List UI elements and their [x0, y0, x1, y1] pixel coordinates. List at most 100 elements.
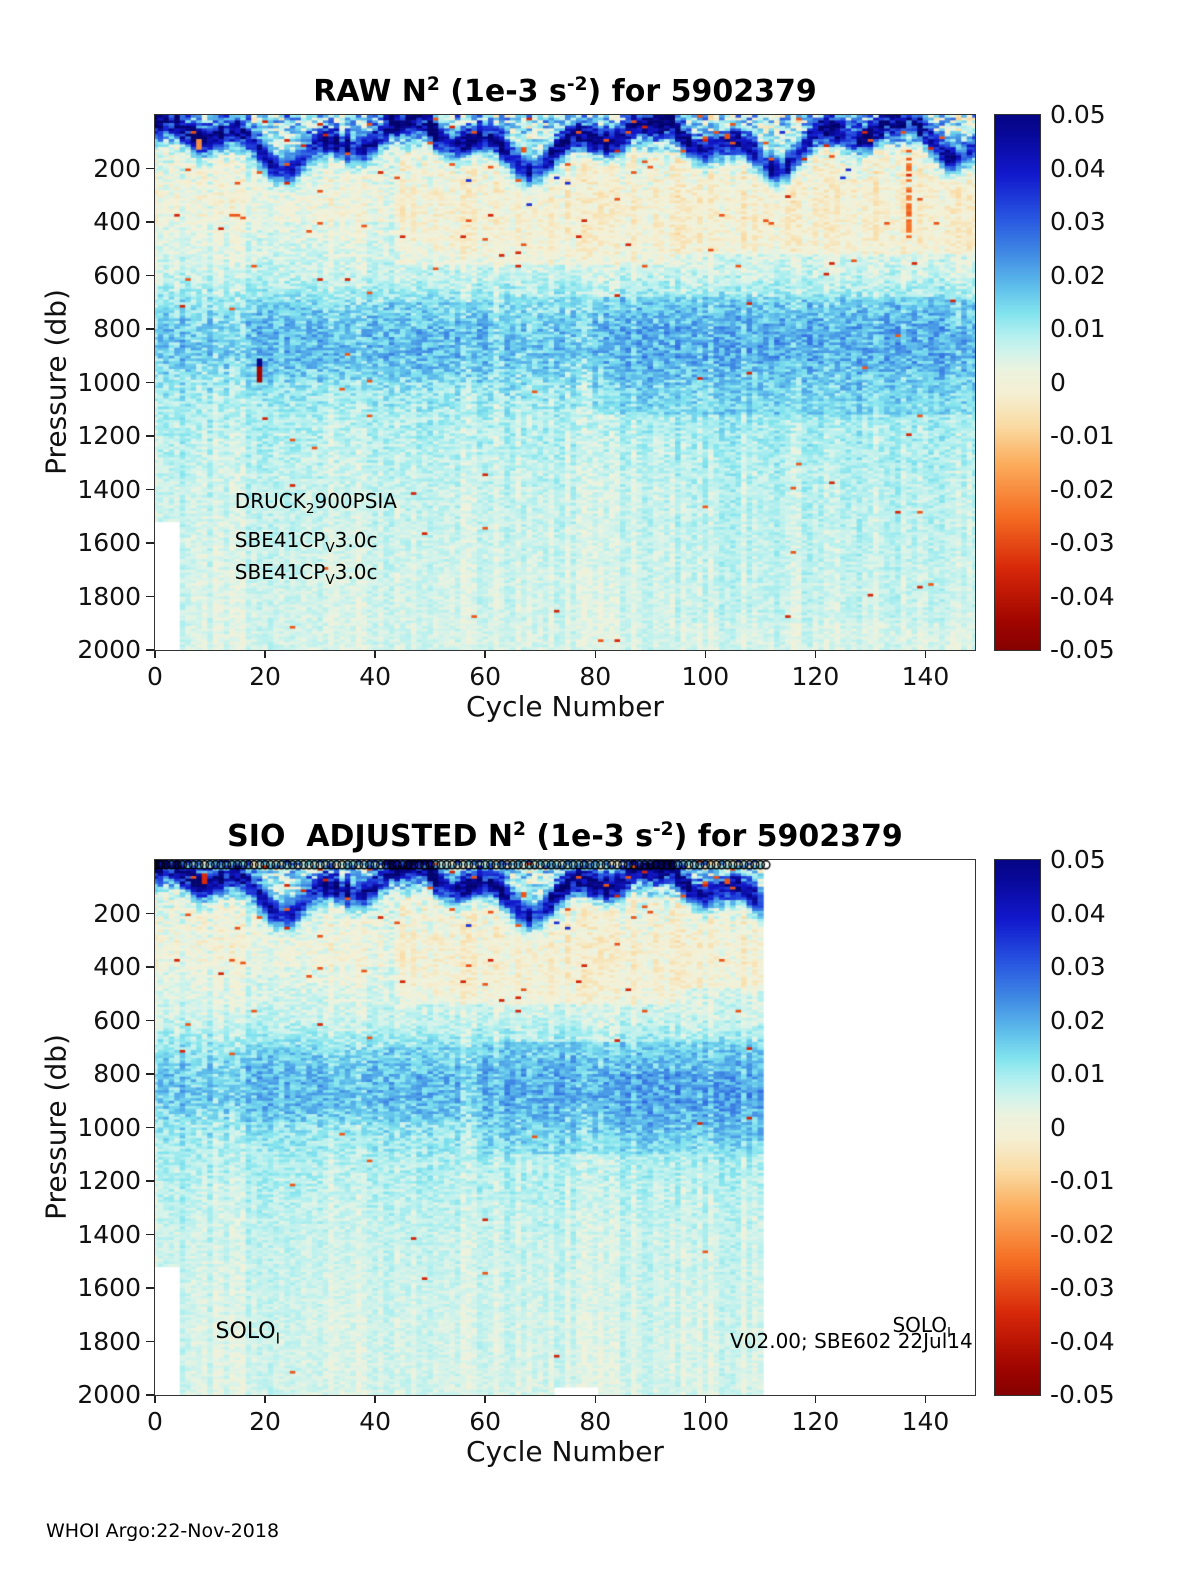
- y-tick-label: 1400: [77, 474, 141, 504]
- y-tick-mark: [146, 435, 154, 437]
- plot-annotation: SBE41CPV3.0c: [234, 527, 378, 556]
- colorbar-tick-label: -0.03: [1050, 1273, 1115, 1302]
- y-tick-mark: [146, 649, 154, 651]
- plot-annotation: DRUCK2900PSIA: [234, 488, 397, 517]
- colorbar-tick-label: -0.05: [1050, 1380, 1115, 1409]
- y-tick-mark: [146, 1180, 154, 1182]
- colorbar-tick-label: -0.01: [1050, 1166, 1115, 1195]
- x-tick-label: 120: [791, 662, 840, 691]
- y-tick-label: 2000: [77, 635, 141, 664]
- y-tick-label: 800: [93, 1059, 141, 1088]
- y-tick-mark: [146, 1126, 154, 1129]
- colorbar-tick-label: -0.02: [1050, 1219, 1115, 1249]
- x-tick-label: 20: [249, 1407, 281, 1436]
- x-tick-mark: [374, 1396, 376, 1403]
- heatmap-canvas-adjusted: [155, 860, 975, 1395]
- figure-adjusted-n2: SIO ADJUSTED N2 (1e-3 s-2) for 5902379 P…: [0, 745, 1200, 1525]
- colorbar-tick-label: 0.05: [1050, 845, 1106, 874]
- y-tick-label: 1000: [77, 1112, 141, 1142]
- colorbar-tick-label: 0.04: [1050, 153, 1106, 183]
- colorbar-tick-label: -0.04: [1050, 1326, 1115, 1356]
- y-tick-label: 400: [93, 952, 141, 981]
- x-tick-label: 80: [579, 662, 612, 691]
- x-tick-mark: [264, 1396, 266, 1403]
- chart-title-adjusted: SIO ADJUSTED N2 (1e-3 s-2) for 5902379: [227, 819, 903, 854]
- x-tick-label: 40: [359, 1407, 392, 1436]
- colorbar-tick-label: -0.03: [1050, 528, 1115, 557]
- y-tick-mark: [146, 966, 154, 968]
- y-tick-label: 1200: [77, 421, 141, 450]
- colorbar-tick-label: -0.02: [1050, 474, 1115, 504]
- colorbar-tick-label: 0.05: [1050, 100, 1106, 129]
- y-tick-label: 200: [93, 898, 141, 928]
- x-axis-label: Cycle Number: [466, 690, 664, 723]
- chart-title-raw: RAW N2 (1e-3 s-2) for 5902379: [313, 74, 817, 109]
- colorbar-canvas-adjusted: [995, 860, 1040, 1395]
- x-tick-label: 40: [359, 662, 392, 691]
- colorbar-adjusted: [994, 859, 1041, 1396]
- x-tick-mark: [704, 1396, 707, 1403]
- footer-text: WHOI Argo:22-Nov-2018: [46, 1520, 280, 1542]
- colorbar-tick-label: 0.04: [1050, 898, 1106, 928]
- x-tick-mark: [484, 1396, 486, 1403]
- colorbar-tick-label: 0.01: [1050, 314, 1106, 343]
- colorbar-raw: [994, 114, 1041, 651]
- y-tick-mark: [146, 1073, 154, 1075]
- x-tick-label: 140: [901, 662, 950, 691]
- y-tick-mark: [146, 381, 154, 384]
- x-tick-label: 100: [681, 1407, 730, 1436]
- x-tick-mark: [154, 1396, 156, 1403]
- x-tick-label: 0: [147, 662, 163, 691]
- y-tick-label: 600: [93, 260, 141, 290]
- y-tick-mark: [146, 595, 154, 598]
- x-tick-mark: [594, 1396, 597, 1403]
- plot-annotation: SOLOI: [215, 1319, 281, 1348]
- y-tick-label: 1600: [77, 1273, 141, 1302]
- colorbar-tick-label: 0.02: [1050, 1005, 1106, 1035]
- x-tick-mark: [814, 651, 817, 658]
- x-tick-mark: [264, 651, 266, 658]
- x-tick-label: 140: [901, 1407, 950, 1436]
- colorbar-canvas-raw: [995, 115, 1040, 650]
- x-tick-mark: [924, 651, 927, 658]
- x-tick-mark: [484, 651, 486, 658]
- y-tick-mark: [146, 274, 154, 277]
- y-tick-label: 600: [93, 1005, 141, 1035]
- colorbar-tick-label: 0: [1050, 367, 1066, 397]
- x-tick-mark: [154, 651, 156, 658]
- colorbar-tick-label: -0.05: [1050, 635, 1115, 664]
- colorbar-tick-label: -0.01: [1050, 421, 1115, 450]
- x-tick-mark: [374, 651, 376, 658]
- y-tick-mark: [146, 1340, 154, 1343]
- x-tick-label: 80: [579, 1407, 612, 1436]
- y-tick-mark: [146, 1233, 154, 1236]
- heatmap-plot-raw: DRUCK2900PSIA SBE41CPV3.0c SBE41CPV3.0c: [154, 114, 976, 651]
- figure-raw-n2: RAW N2 (1e-3 s-2) for 5902379 Pressure (…: [0, 0, 1200, 745]
- x-tick-mark: [924, 1396, 927, 1403]
- y-tick-label: 800: [93, 314, 141, 343]
- x-tick-label: 20: [249, 662, 281, 691]
- y-tick-mark: [146, 1394, 154, 1396]
- y-tick-mark: [146, 488, 154, 491]
- x-tick-mark: [594, 651, 597, 658]
- x-tick-label: 120: [791, 1407, 840, 1436]
- y-tick-label: 1400: [77, 1219, 141, 1249]
- x-tick-label: 0: [147, 1407, 163, 1436]
- plot-annotation: SBE41CPV3.0c: [234, 559, 378, 588]
- x-tick-mark: [814, 1396, 817, 1403]
- x-tick-mark: [704, 651, 707, 658]
- plot-annotation: SOLOI: [892, 1312, 952, 1341]
- y-tick-mark: [146, 542, 154, 544]
- colorbar-tick-label: 0.03: [1050, 207, 1106, 236]
- y-tick-label: 200: [93, 153, 141, 183]
- y-tick-label: 1800: [77, 1326, 141, 1356]
- heatmap-canvas-raw: [155, 115, 975, 650]
- colorbar-tick-label: 0: [1050, 1112, 1066, 1142]
- y-tick-label: 2000: [77, 1380, 141, 1409]
- colorbar-tick-label: -0.04: [1050, 581, 1115, 611]
- colorbar-tick-label: 0.02: [1050, 260, 1106, 290]
- y-tick-mark: [146, 1019, 154, 1022]
- x-axis-label: Cycle Number: [466, 1435, 664, 1468]
- y-tick-label: 1800: [77, 581, 141, 611]
